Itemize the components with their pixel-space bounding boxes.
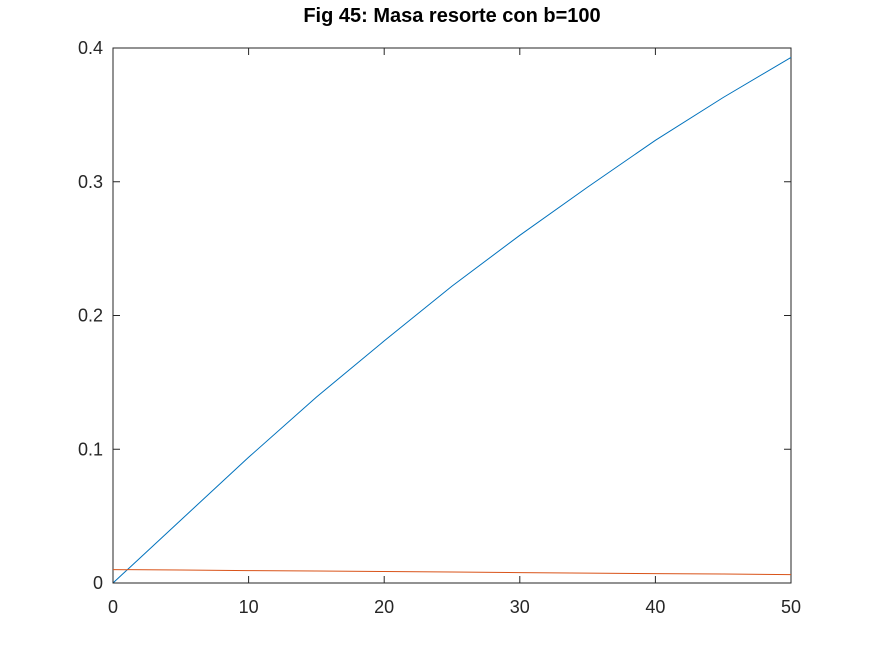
series-line-1 <box>112 56 792 584</box>
series-layer <box>112 56 792 584</box>
y-tick-label: 0.1 <box>78 439 103 459</box>
chart-title: Fig 45: Masa resorte con b=100 <box>303 5 600 27</box>
plot-area <box>112 47 792 584</box>
x-tick-label: 20 <box>374 597 394 617</box>
x-tick-label: 50 <box>781 597 801 617</box>
x-tick-label: 10 <box>239 597 259 617</box>
series-line-2 <box>112 569 792 576</box>
y-axis-ticks: 0 0.1 0.2 0.3 0.4 <box>78 38 791 593</box>
x-tick-label: 30 <box>510 597 530 617</box>
x-tick-label: 0 <box>108 597 118 617</box>
y-tick-label: 0.4 <box>78 38 103 58</box>
x-tick-label: 40 <box>645 597 665 617</box>
y-tick-label: 0.3 <box>78 172 103 192</box>
x-axis-ticks: 0 10 20 30 40 50 <box>108 48 801 617</box>
y-tick-label: 0.2 <box>78 306 103 326</box>
y-tick-label: 0 <box>93 573 103 593</box>
axes-box <box>112 47 792 584</box>
